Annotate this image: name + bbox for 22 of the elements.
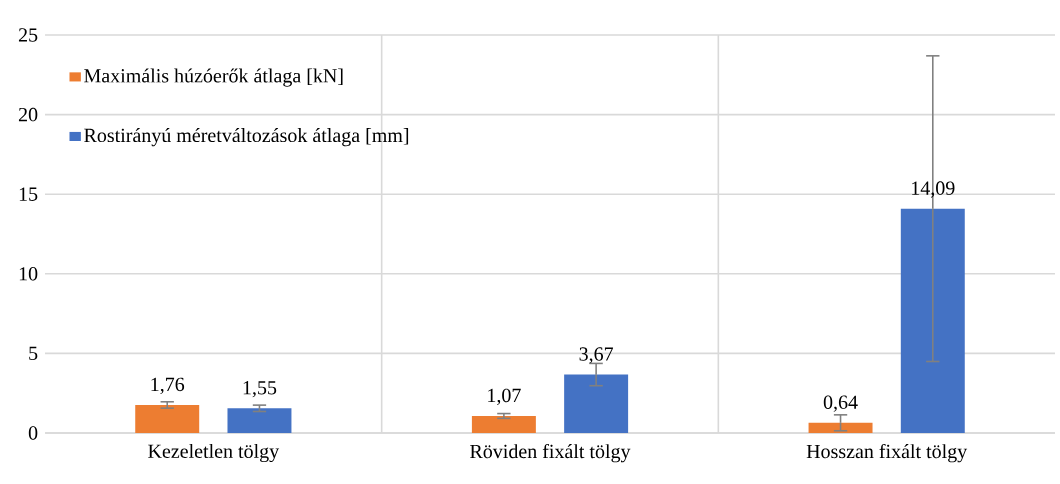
x-tick-label: Röviden fixált tölgy	[470, 443, 631, 463]
data-label: 3,67	[579, 347, 614, 364]
bar	[808, 422, 873, 433]
data-label: 1,76	[151, 377, 185, 395]
y-tick-label: 5	[29, 346, 38, 361]
x-tick-label: Hosszan fixált tölgy	[806, 443, 968, 463]
data-label: 1,07	[488, 388, 521, 406]
data-label: 1,55	[243, 381, 277, 398]
y-tick-label: 15	[19, 187, 38, 201]
x-tick-label: Kezeletlen tölgy	[148, 443, 280, 463]
legend-label: Rostirányú méretváltozások átlaga [mm]	[84, 128, 409, 147]
y-tick-label: 20	[18, 107, 38, 122]
bar	[135, 404, 200, 433]
data-label: 14,09	[912, 181, 955, 198]
bar	[471, 415, 536, 433]
y-tick-label: 25	[18, 28, 38, 42]
bar	[564, 374, 629, 433]
bar	[227, 408, 292, 433]
y-tick-label: 0	[28, 426, 38, 440]
legend-label: Maximális húzóerők átlaga [kN]	[84, 68, 343, 87]
y-tick-label: 10	[19, 267, 38, 281]
data-label: 0,64	[823, 395, 858, 412]
